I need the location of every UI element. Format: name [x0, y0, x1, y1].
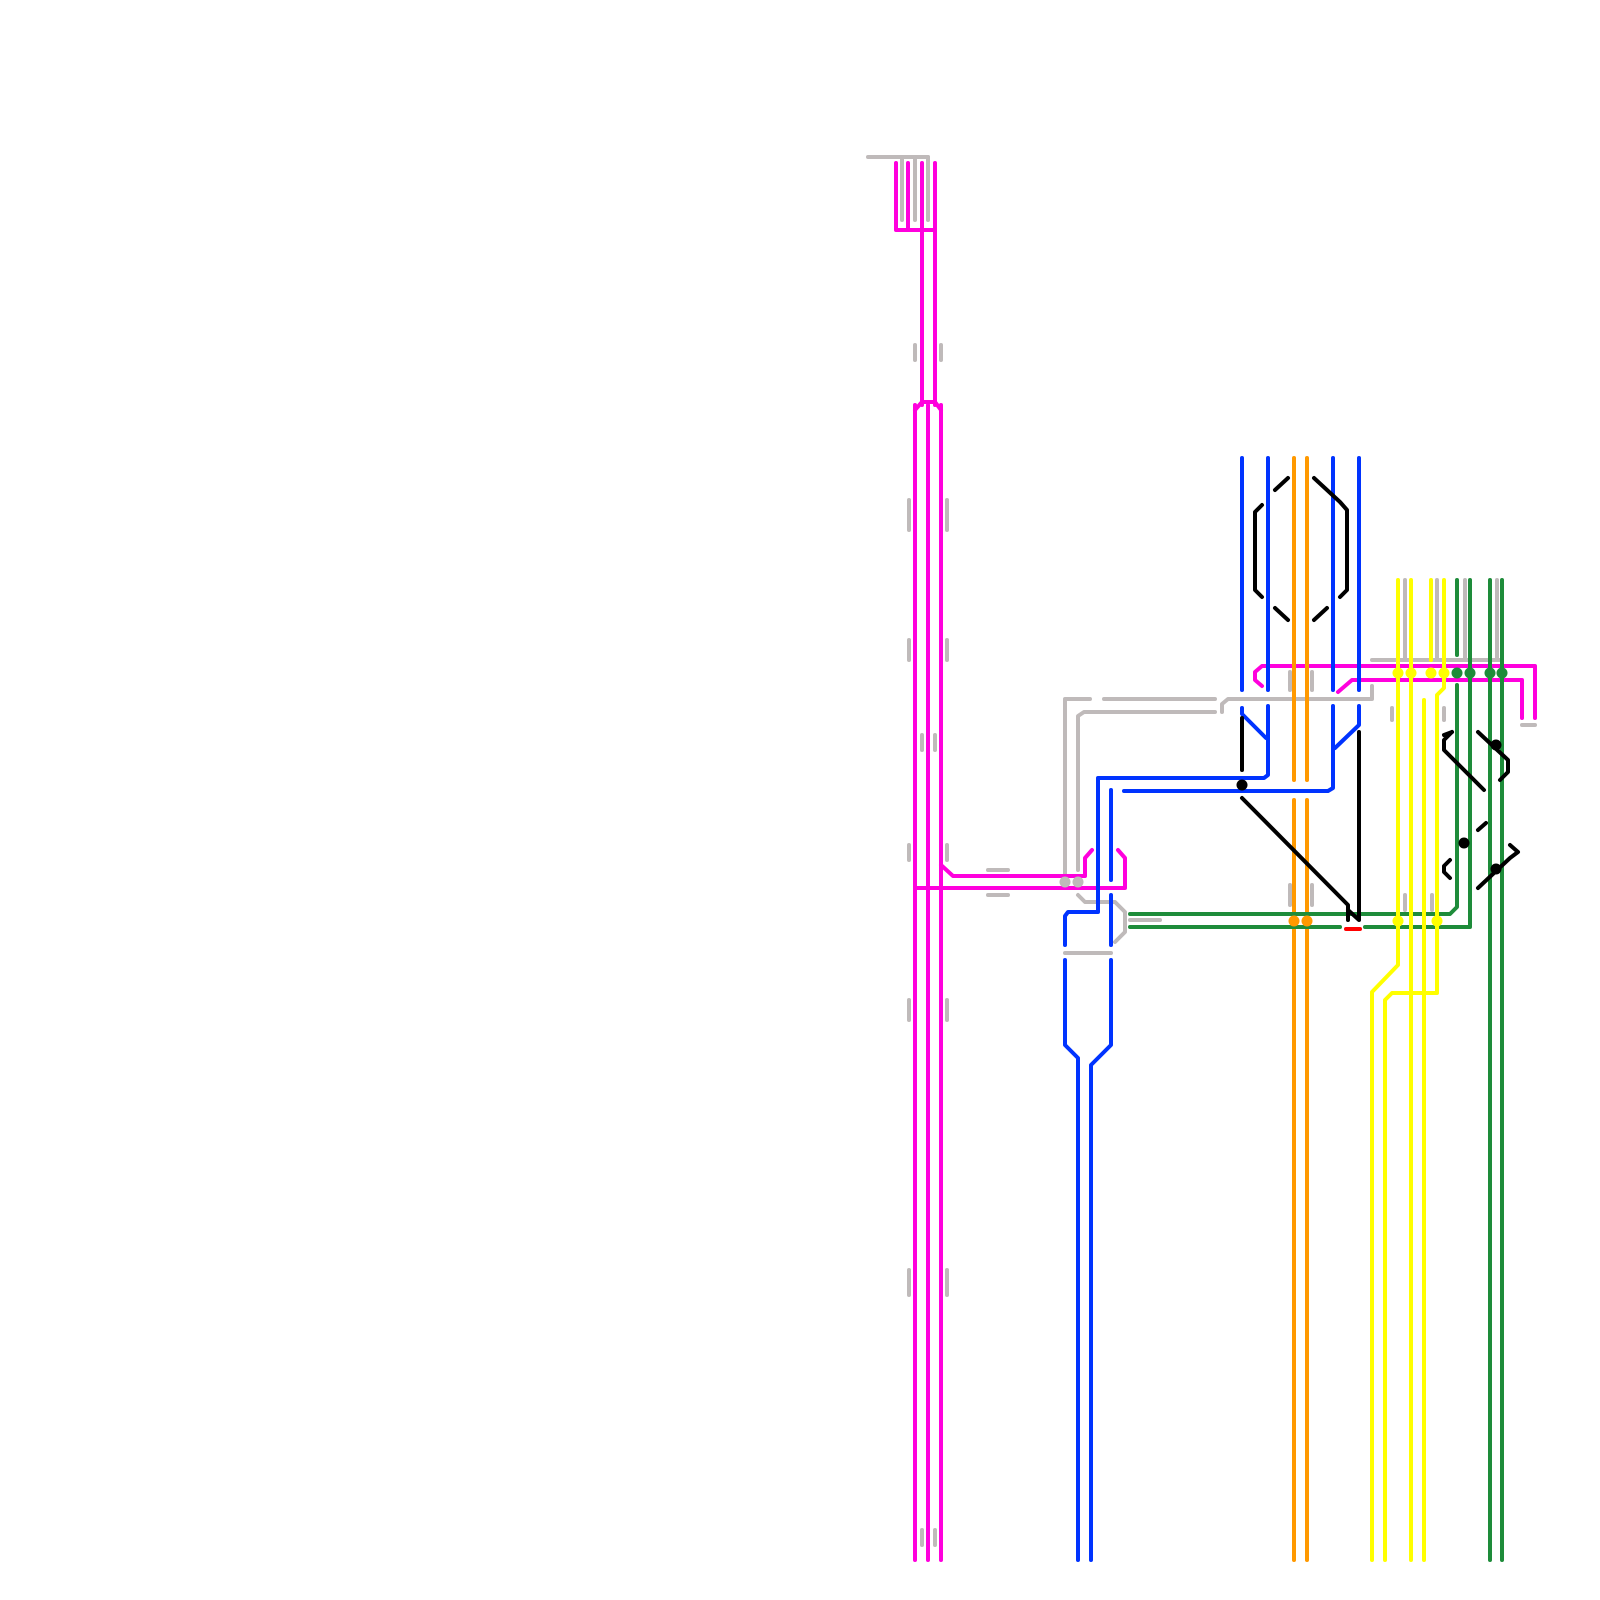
blue-line — [1063, 704, 1270, 947]
black-line — [1346, 730, 1361, 922]
green-station-dot — [1484, 667, 1496, 679]
gray-line — [1076, 893, 1127, 944]
green-station-dot — [1451, 667, 1463, 679]
green-station-dot — [1496, 667, 1508, 679]
green-line — [1363, 578, 1472, 929]
gray-station-dot — [1072, 876, 1084, 888]
magenta-line — [939, 848, 1094, 878]
green-line — [1128, 683, 1459, 916]
yellow-line — [1370, 578, 1400, 1562]
gray-line — [1063, 697, 1092, 882]
orange-station-dot — [1288, 915, 1300, 927]
black-station-dot — [1490, 739, 1502, 751]
yellow-station-dot — [1392, 915, 1404, 927]
black-dash — [1312, 476, 1349, 599]
magenta-line — [913, 400, 943, 412]
gray-line — [1076, 710, 1217, 872]
gray-station-dot — [1059, 876, 1071, 888]
yellow-station-dot — [1405, 667, 1417, 679]
black-dash — [1476, 821, 1488, 832]
gray-line — [1220, 684, 1374, 714]
blue-line — [1122, 704, 1335, 793]
black-line — [1442, 730, 1486, 792]
magenta-line — [1336, 678, 1524, 720]
blue-line — [1089, 958, 1113, 1562]
orange-station-dot — [1301, 915, 1313, 927]
yellow-line — [1383, 578, 1446, 1562]
black-dash — [1442, 858, 1452, 880]
magenta-line — [1253, 664, 1537, 720]
yellow-station-dot — [1425, 667, 1437, 679]
black-station-dot — [1458, 837, 1470, 849]
blue-line — [1063, 958, 1080, 1562]
blue-line — [1333, 704, 1361, 750]
black-line — [1240, 796, 1350, 922]
black-dash — [1273, 606, 1290, 622]
yellow-station-dot — [1438, 667, 1450, 679]
yellow-station-dot — [1392, 667, 1404, 679]
black-dash — [1253, 503, 1264, 599]
blue-line — [1240, 706, 1268, 740]
black-station-dot — [1490, 863, 1502, 875]
black-dash — [1312, 606, 1329, 622]
black-station-dot — [1236, 779, 1248, 791]
green-station-dot — [1464, 667, 1476, 679]
black-dash — [1273, 476, 1290, 492]
magenta-line — [913, 848, 1127, 890]
yellow-station-dot — [1431, 915, 1443, 927]
